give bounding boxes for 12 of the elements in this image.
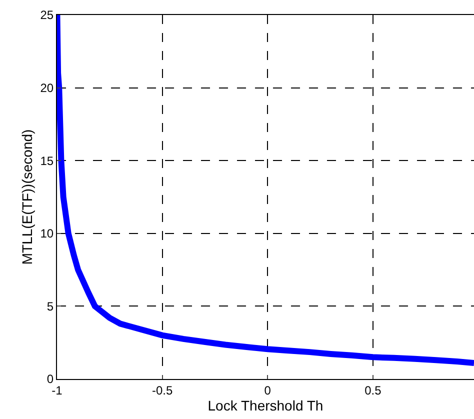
y-tick-label: 20 <box>40 81 54 95</box>
x-tick-label: 0 <box>264 383 272 398</box>
y-tick-label: 10 <box>40 226 54 241</box>
y-tick-label: 5 <box>46 299 54 314</box>
x-tick-label: -1 <box>52 383 63 398</box>
y-tick-label: 25 <box>40 8 54 22</box>
y-tick-label: 15 <box>40 154 54 168</box>
x-tick-label: -0.5 <box>152 383 173 398</box>
y-tick-label: 0 <box>46 372 54 386</box>
x-axis-title: Lock Thershold Th <box>208 397 324 414</box>
y-axis-title: MTLL(E(TF))(second) <box>18 129 35 265</box>
x-tick-label: 0.5 <box>364 383 382 398</box>
